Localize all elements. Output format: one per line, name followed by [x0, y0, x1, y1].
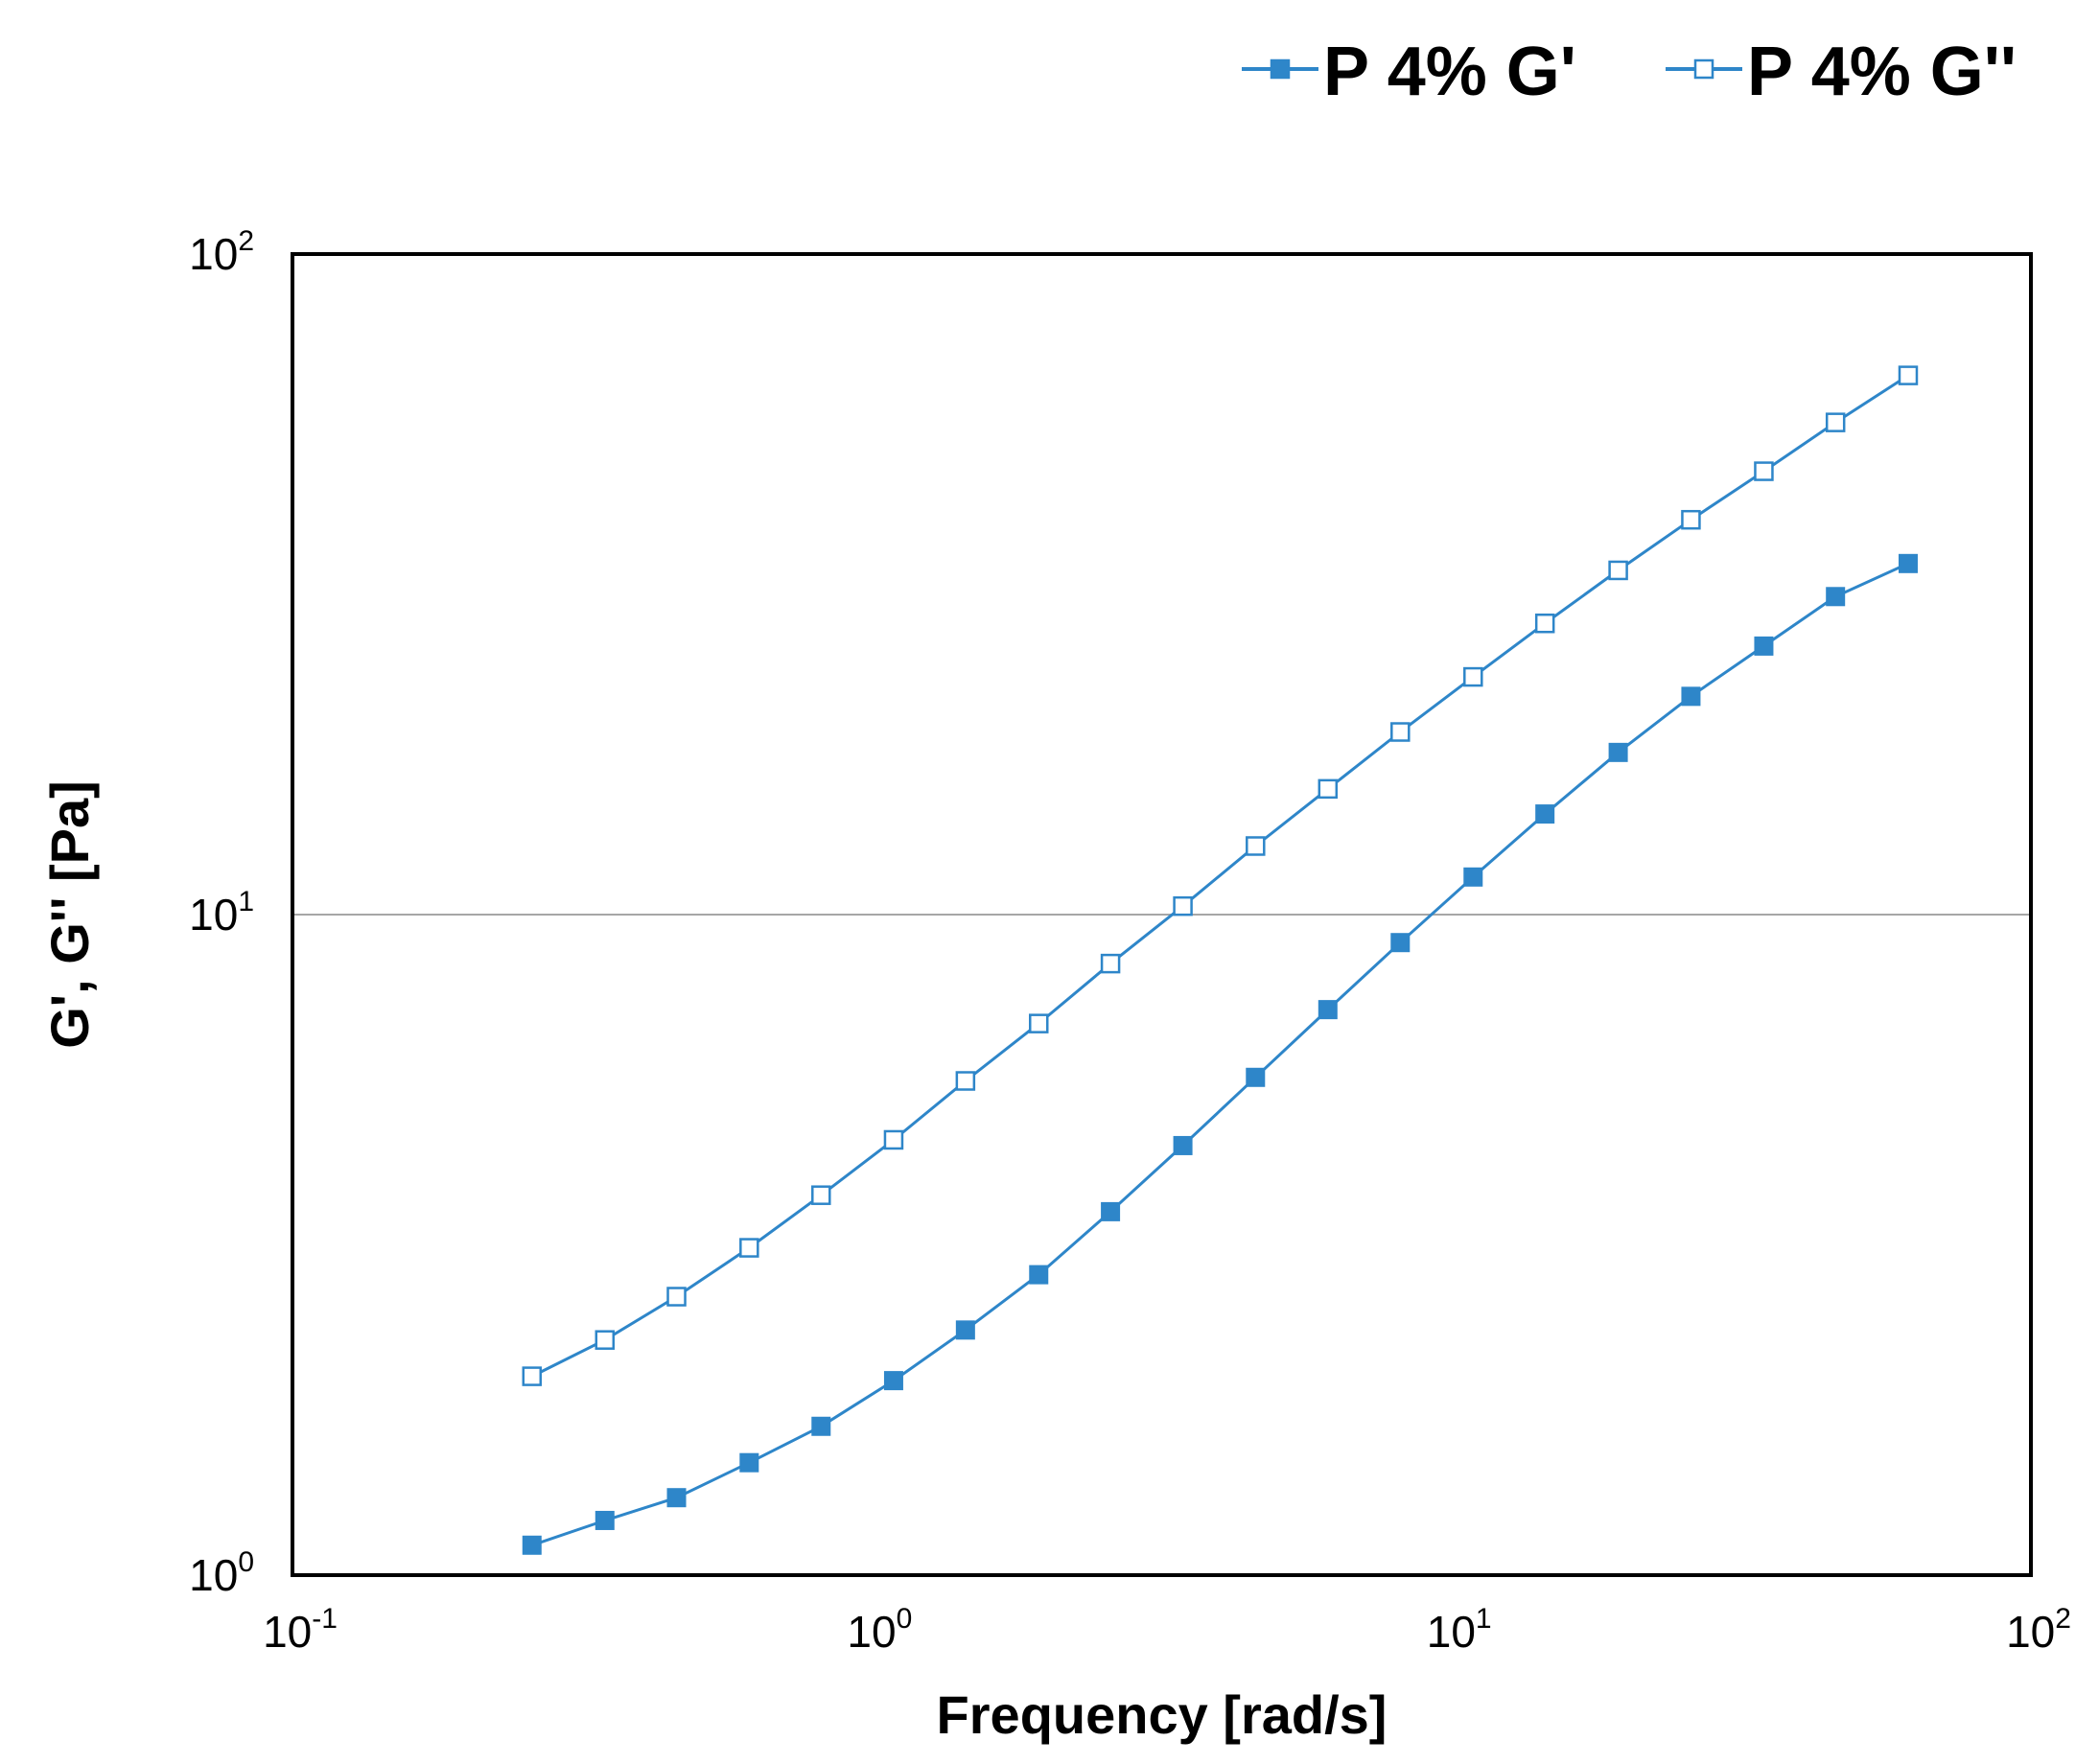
- y-tick-label: 100: [189, 1546, 254, 1600]
- data-point: [1246, 1067, 1266, 1087]
- y-tick-label: 101: [189, 886, 254, 940]
- data-point: [955, 1320, 975, 1340]
- data-point: [811, 1416, 831, 1436]
- series-g-double-prime: [522, 365, 1919, 1386]
- data-point: [595, 1510, 615, 1530]
- data-point: [1390, 933, 1411, 953]
- data-point: [1390, 722, 1411, 742]
- y-tick-label: 102: [189, 225, 254, 279]
- legend-item: P 4% G': [1242, 34, 1576, 110]
- legend-marker: [1270, 58, 1291, 80]
- data-point: [883, 1129, 904, 1150]
- data-point: [1100, 953, 1121, 974]
- series-line: [531, 562, 1909, 1547]
- x-tick-label: 101: [1427, 1603, 1492, 1657]
- x-tick-label: 102: [2006, 1603, 2071, 1657]
- data-point: [739, 1238, 759, 1258]
- series-layer: [522, 365, 1919, 1555]
- data-point: [1608, 742, 1628, 762]
- data-point: [1029, 1265, 1049, 1285]
- data-point: [1463, 867, 1483, 887]
- data-point: [1754, 636, 1774, 656]
- y-axis-title: G', G'' [Pa]: [39, 780, 100, 1049]
- legend-marker: [1693, 58, 1714, 80]
- data-point: [1534, 613, 1555, 634]
- data-point: [1898, 553, 1918, 573]
- data-point: [739, 1452, 759, 1473]
- data-point: [1826, 587, 1846, 607]
- data-point: [1318, 778, 1339, 800]
- data-point: [1246, 836, 1266, 856]
- data-point: [1173, 1135, 1193, 1155]
- legend-label: P 4% G': [1323, 34, 1576, 110]
- data-point: [595, 1330, 616, 1350]
- data-point: [1754, 461, 1774, 481]
- data-point: [811, 1185, 831, 1205]
- data-point: [1173, 895, 1193, 917]
- data-point: [1898, 365, 1919, 385]
- series-line: [531, 374, 1909, 1378]
- data-point: [1029, 1013, 1049, 1033]
- data-point: [1681, 686, 1701, 707]
- plot-frame: [291, 252, 2033, 1577]
- data-point: [522, 1366, 543, 1386]
- data-point: [883, 1371, 903, 1391]
- series-g-prime: [522, 553, 1918, 1555]
- legend: P 4% G' P 4% G'': [1242, 34, 2017, 110]
- data-point: [1608, 560, 1628, 581]
- x-tick-label: 10-1: [263, 1603, 338, 1657]
- data-point: [522, 1535, 542, 1555]
- legend-label: P 4% G'': [1747, 34, 2017, 110]
- data-point: [955, 1071, 976, 1091]
- data-point: [666, 1287, 687, 1307]
- data-point: [666, 1488, 687, 1508]
- x-tick-label: 100: [847, 1603, 912, 1657]
- data-point: [1535, 804, 1555, 824]
- legend-item: P 4% G'': [1666, 34, 2017, 110]
- x-axis-title: Frequency [rad/s]: [937, 1684, 1388, 1745]
- data-point: [1825, 412, 1846, 432]
- data-point: [1681, 509, 1701, 530]
- data-point: [1101, 1201, 1121, 1221]
- data-point: [1463, 666, 1483, 687]
- data-point: [1318, 1000, 1338, 1020]
